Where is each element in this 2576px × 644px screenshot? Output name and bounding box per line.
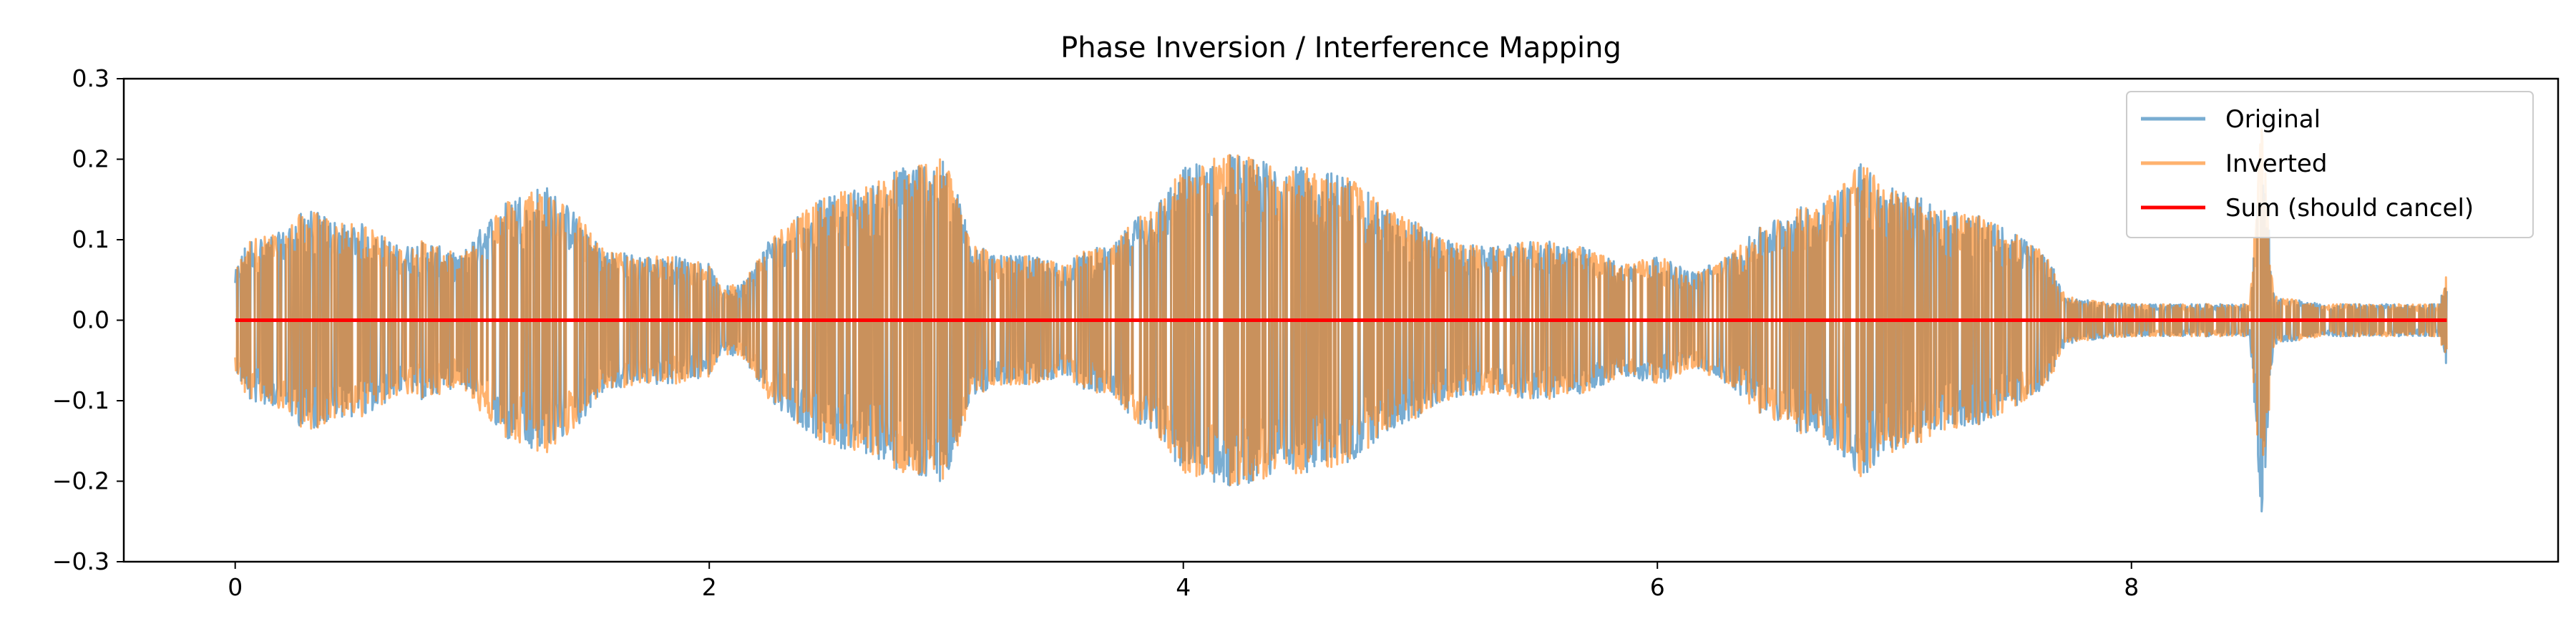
y-tick-label: 0.1	[72, 225, 109, 253]
axes: 0 2 4 6 8 0.3 0.2 0.1 0.0 −0.1 −0.2 −0.3	[52, 64, 2560, 601]
y-tick-label: −0.1	[52, 386, 109, 414]
legend: Original Inverted Sum (should cancel)	[2126, 91, 2534, 238]
x-tick-label: 2	[702, 573, 717, 601]
x-tick-label: 6	[1650, 573, 1665, 601]
y-tick-label: 0.2	[72, 145, 109, 173]
x-tick-label: 8	[2124, 573, 2139, 601]
legend-label: Original	[2225, 105, 2321, 134]
y-tick-label: 0.0	[72, 306, 109, 334]
y-tick-label: −0.2	[52, 467, 109, 495]
y-tick-label: 0.3	[72, 64, 109, 92]
series-inverted-line	[234, 127, 2448, 487]
legend-label: Sum (should cancel)	[2225, 194, 2474, 223]
legend-box	[2126, 91, 2534, 238]
x-tick-label: 4	[1176, 573, 1191, 601]
chart-title: Phase Inversion / Interference Mapping	[1060, 31, 1621, 64]
legend-label: Inverted	[2225, 150, 2327, 178]
plot-area	[234, 127, 2448, 513]
y-tick-label: −0.3	[52, 547, 109, 575]
x-tick-label: 0	[228, 573, 243, 601]
